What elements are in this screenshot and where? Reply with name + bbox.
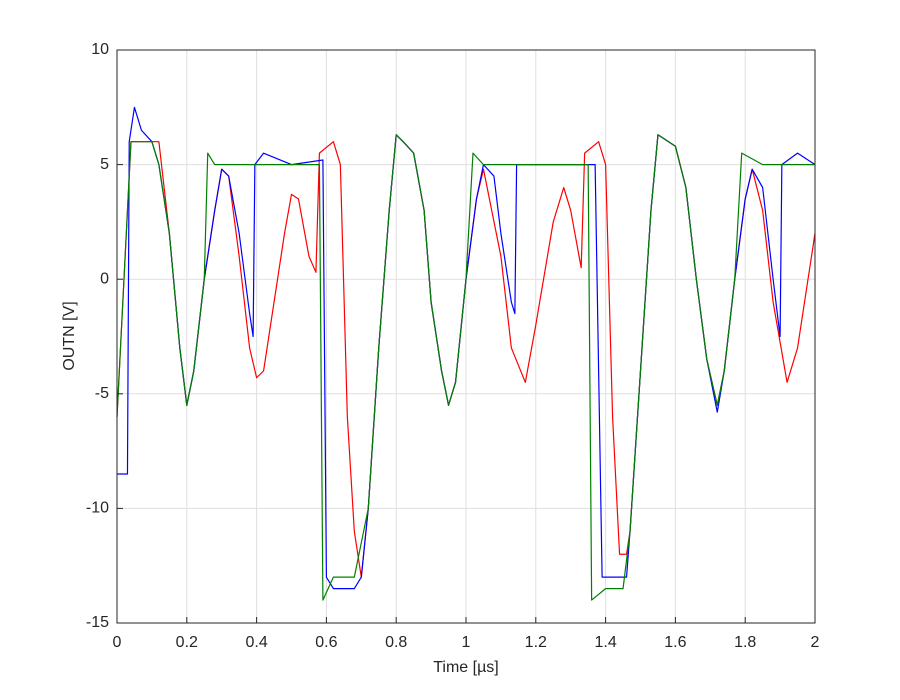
y-axis-label: OUTN [V] <box>61 301 78 370</box>
y-tick-label: -10 <box>86 500 109 517</box>
y-tick-label: 5 <box>100 156 109 173</box>
y-tick-label: -5 <box>95 385 109 402</box>
x-tick-label: 0.2 <box>176 634 198 651</box>
x-axis-label: Time [µs] <box>433 659 499 676</box>
x-tick-label: 1.6 <box>664 634 686 651</box>
x-tick-label: 1.8 <box>734 634 756 651</box>
x-tick-label: 1.2 <box>525 634 547 651</box>
x-tick-label: 0.6 <box>315 634 337 651</box>
x-tick-label: 2 <box>811 634 820 651</box>
x-tick-label: 0.4 <box>245 634 267 651</box>
x-tick-label: 0 <box>113 634 122 651</box>
y-tick-label: 0 <box>100 270 109 287</box>
series-line <box>116 134 815 601</box>
x-tick-label: 0.8 <box>385 634 407 651</box>
x-tick-label: 1 <box>462 634 471 651</box>
y-tick-label: -15 <box>86 614 109 631</box>
y-tick-label: 10 <box>91 41 109 58</box>
x-tick-label: 1.4 <box>594 634 616 651</box>
